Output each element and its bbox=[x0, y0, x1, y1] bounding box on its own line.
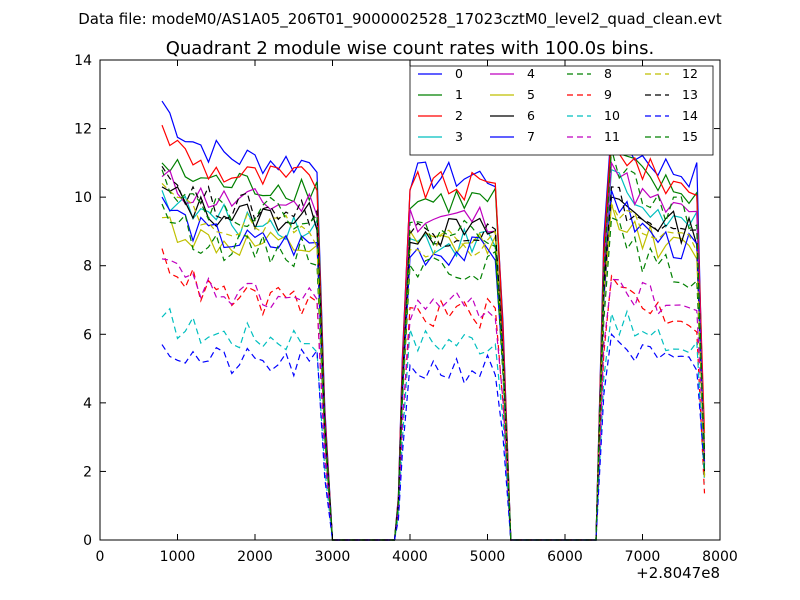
y-tick-label: 14 bbox=[74, 53, 92, 69]
legend-label: 14 bbox=[682, 108, 698, 123]
legend-label: 15 bbox=[682, 129, 698, 144]
legend-label: 1 bbox=[455, 87, 463, 102]
y-tick-label: 6 bbox=[83, 327, 92, 343]
legend-label: 8 bbox=[604, 66, 612, 81]
legend-label: 6 bbox=[527, 108, 535, 123]
chart-title: Quadrant 2 module wise count rates with … bbox=[166, 38, 655, 59]
ticks-layer: 0 1000 2000 3000 4000 5000 6000 7000 80000246810… bbox=[74, 53, 738, 565]
y-tick-label: 2 bbox=[83, 464, 92, 480]
legend-label: 5 bbox=[527, 87, 535, 102]
legend-label: 4 bbox=[527, 66, 535, 81]
series-line-12 bbox=[161, 182, 706, 541]
y-tick-label: 10 bbox=[74, 190, 92, 206]
legend-label: 7 bbox=[527, 129, 535, 144]
x-tick-label: 3000 bbox=[315, 549, 351, 565]
legend-label: 9 bbox=[604, 87, 612, 102]
x-tick-label: 5000 bbox=[470, 549, 506, 565]
legend-label: 11 bbox=[604, 129, 620, 144]
x-tick-label: 2000 bbox=[237, 549, 273, 565]
x-tick-label: 1000 bbox=[160, 549, 196, 565]
figure-suptitle: Data file: modeM0/AS1A05_206T01_90000025… bbox=[78, 10, 722, 29]
y-tick-label: 12 bbox=[74, 122, 92, 138]
legend-label: 0 bbox=[455, 66, 463, 81]
legend-label: 12 bbox=[682, 66, 698, 81]
legend-label: 10 bbox=[604, 108, 620, 123]
x-tick-label: 6000 bbox=[547, 549, 583, 565]
series-line-4 bbox=[161, 160, 706, 541]
series-line-8 bbox=[161, 203, 706, 541]
x-tick-label: 8000 bbox=[702, 549, 738, 565]
series-line-6 bbox=[161, 186, 706, 541]
series-layer bbox=[161, 100, 706, 541]
x-tick-label: 4000 bbox=[392, 549, 428, 565]
series-line-7 bbox=[161, 190, 706, 541]
y-tick-label: 8 bbox=[83, 259, 92, 275]
series-line-0 bbox=[161, 100, 706, 541]
series-line-13 bbox=[161, 165, 706, 541]
x-tick-label: 0 bbox=[96, 549, 105, 565]
series-line-9 bbox=[161, 248, 706, 541]
legend-frame bbox=[409, 65, 714, 156]
legend-label: 3 bbox=[455, 129, 463, 144]
series-line-11 bbox=[161, 258, 706, 541]
y-tick-label: 0 bbox=[83, 533, 92, 549]
x-offset-label: +2.8047e8 bbox=[636, 564, 720, 582]
x-tick-label: 7000 bbox=[625, 549, 661, 565]
legend-label: 2 bbox=[455, 108, 463, 123]
series-line-15 bbox=[161, 148, 706, 541]
series-line-14 bbox=[161, 332, 706, 541]
legend-label: 13 bbox=[682, 87, 698, 102]
series-line-10 bbox=[161, 307, 706, 541]
series-line-2 bbox=[161, 124, 706, 541]
y-tick-label: 4 bbox=[83, 396, 92, 412]
